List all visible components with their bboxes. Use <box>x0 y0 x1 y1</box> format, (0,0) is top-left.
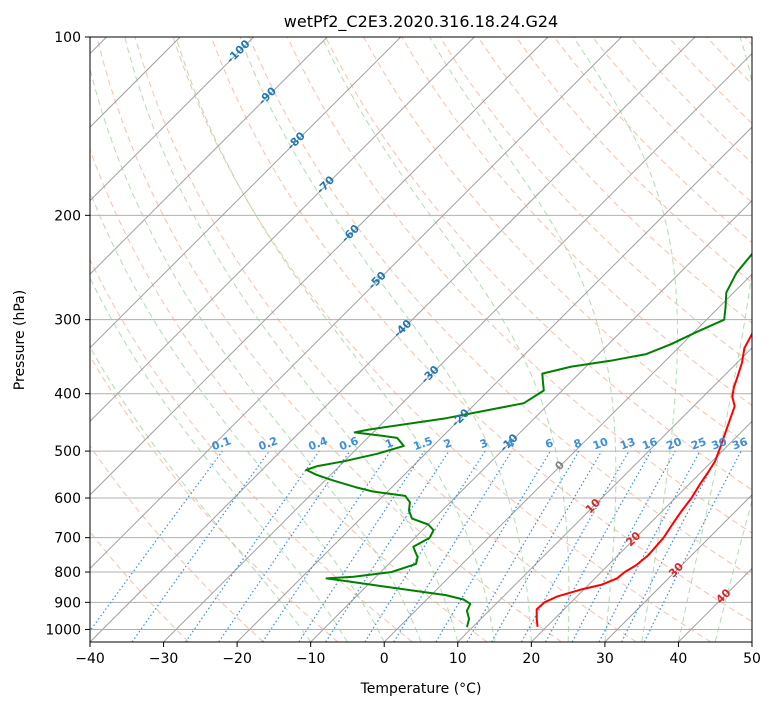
x-tick-label: 30 <box>596 651 614 667</box>
y-tick-label: 300 <box>54 313 81 329</box>
mixing-ratio-line <box>131 450 270 642</box>
mixing-ratio-line <box>571 450 676 642</box>
dry-adiabat <box>90 258 413 642</box>
moist-adiabat <box>175 37 496 642</box>
x-tick-label: 20 <box>522 651 540 667</box>
x-tick-label: 50 <box>743 651 761 667</box>
dry-adiabat <box>134 37 637 642</box>
mixing-ratio-line <box>393 450 513 642</box>
moist-adiabat <box>677 37 752 642</box>
y-tick-label: 800 <box>54 565 81 581</box>
y-tick-label: 900 <box>54 595 81 611</box>
temperature-line <box>535 331 752 628</box>
isotherm-line <box>90 37 328 275</box>
background-lines <box>90 37 752 642</box>
moist-adiabat <box>90 66 422 642</box>
y-tick-label: 500 <box>54 444 81 460</box>
dry-adiabat <box>248 37 752 578</box>
mixing-ratio-line <box>185 450 320 642</box>
chart-title: wetPf2_C2E3.2020.316.18.24.G24 <box>284 12 558 32</box>
x-tick-label: 40 <box>670 651 688 667</box>
isotherm-line <box>90 37 696 642</box>
mixing-ratio-label: 1 <box>384 436 396 451</box>
y-tick-label: 700 <box>54 531 81 547</box>
plot-frame <box>89 36 753 643</box>
mixing-ratio-line <box>325 450 450 642</box>
mixing-ratio-label: 6 <box>543 436 555 451</box>
x-tick-label: 10 <box>449 651 467 667</box>
isotherm-line <box>457 347 752 642</box>
y-tick-label: 400 <box>54 387 81 403</box>
mixing-ratio-label: 0.4 <box>307 434 330 453</box>
dry-adiabat <box>90 355 339 642</box>
dry-adiabat <box>90 445 264 642</box>
dry-adiabat <box>325 37 752 491</box>
mixing-ratio-label: 8 <box>572 436 584 451</box>
dry-adiabat <box>96 37 562 642</box>
dry-adiabat <box>172 37 712 642</box>
isotherm-line <box>90 37 475 423</box>
moist-adiabat <box>124 37 459 642</box>
moist-adiabat <box>239 37 532 642</box>
y-tick-label: 200 <box>54 208 81 224</box>
moist-adiabat <box>90 190 385 642</box>
mixing-ratio-line <box>545 450 652 642</box>
series-lines <box>305 252 752 628</box>
y-tick-label: 100 <box>54 30 81 46</box>
y-axis-label: Pressure (hPa) <box>12 290 28 390</box>
y-tick-label: 600 <box>54 491 81 507</box>
mixing-ratio-label: 13 <box>618 435 637 452</box>
x-tick-label: −40 <box>75 651 105 667</box>
isotherm-line <box>604 494 752 642</box>
moist-adiabat <box>90 276 348 642</box>
moist-adiabat <box>429 37 617 642</box>
mixing-ratio-label: 25 <box>689 435 708 452</box>
mixing-ratio-line <box>520 450 630 642</box>
isotherm-line <box>163 52 752 642</box>
mixing-ratio-line <box>90 450 223 632</box>
isotherm-line <box>530 420 752 642</box>
mixing-ratio-line <box>643 450 742 642</box>
mixing-ratio-line <box>261 450 391 642</box>
dry-adiabat <box>286 37 752 534</box>
mixing-ratio-label: 16 <box>640 435 659 453</box>
x-tick-label: 0 <box>380 651 389 667</box>
mixing-ratio-label: 0.6 <box>337 434 360 453</box>
mixing-ratio-label: 20 <box>665 435 684 453</box>
isotherm-line <box>90 37 255 202</box>
mixing-ratio-label: 1.5 <box>412 434 435 453</box>
isotherm-line <box>310 199 752 642</box>
isotherm-line <box>383 273 752 642</box>
axes: −40 −30 −20 −10 0 10 20 30 40 5010020030040050060… <box>45 30 761 667</box>
moist-adiabat <box>321 37 570 642</box>
mixing-ratio-label: 0.2 <box>257 434 280 453</box>
mixing-ratio-label: 4 <box>505 436 517 451</box>
mixing-ratio-label: 36 <box>730 435 749 453</box>
isotherm-line <box>90 37 622 570</box>
y-tick-label: 1000 <box>45 622 81 638</box>
x-axis-label: Temperature (°C) <box>360 681 482 697</box>
mixing-ratio-label: 10 <box>591 435 610 453</box>
mixing-ratio-label: 30 <box>710 435 729 453</box>
moist-adiabat <box>573 37 678 642</box>
dewpoint-line <box>305 252 752 628</box>
mixing-ratio-line <box>218 450 351 642</box>
isotherm-line <box>236 126 752 642</box>
x-tick-label: −10 <box>296 651 326 667</box>
isotherm-line <box>90 37 402 349</box>
mixing-ratio-label: 0.1 <box>210 434 233 453</box>
dry-adiabat <box>210 37 752 623</box>
moist-adiabat <box>714 498 752 642</box>
x-tick-label: −20 <box>222 651 252 667</box>
mixing-ratio-label: 3 <box>478 436 490 451</box>
mixing-ratio-label: 2 <box>442 436 454 451</box>
isotherm-line <box>90 37 549 496</box>
x-tick-label: −30 <box>149 651 179 667</box>
